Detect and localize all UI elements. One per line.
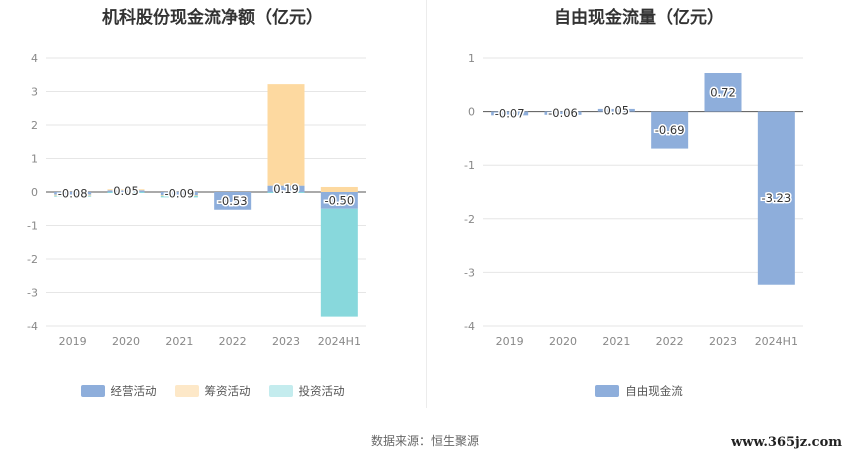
bar: [491, 111, 529, 116]
x-tick-label: 2020: [112, 335, 140, 348]
y-tick-label: 1: [468, 52, 475, 65]
y-tick-label: -2: [464, 213, 475, 226]
site-watermark: www.365jz.com: [731, 435, 842, 450]
y-tick-label: 4: [31, 52, 38, 65]
bar: [54, 192, 92, 195]
bar: [267, 185, 305, 192]
bar: [544, 111, 582, 115]
legend-label-operating: 经营活动: [110, 384, 157, 398]
x-tick-label: 2019: [59, 335, 87, 348]
right-chart-legend: 自由现金流: [428, 383, 850, 399]
legend-item-free-cash-flow[interactable]: 自由现金流: [595, 383, 683, 399]
data-label: 0.72: [710, 85, 736, 99]
x-tick-label: 2021: [165, 335, 193, 348]
data-label: -0.07: [495, 106, 525, 120]
left-chart-plot: 4 3 2 1 0 -1 -2 -3 -4 2019 2020 2021 2022 2023 2024H1 -…: [27, 52, 366, 348]
data-label: 0.19: [273, 182, 299, 196]
y-tick-label: 1: [31, 153, 38, 166]
right-chart-title: 自由现金流量（亿元）: [554, 8, 724, 28]
legend-label-free-cash-flow: 自由现金流: [625, 384, 683, 398]
legend-swatch-investing: [268, 385, 293, 397]
x-tick-label: 2023: [709, 335, 737, 348]
panel-divider: [426, 0, 427, 408]
bar: [107, 192, 145, 193]
bar: [597, 108, 635, 112]
y-tick-label: -3: [27, 287, 38, 300]
data-label: -0.50: [324, 193, 354, 207]
legend-item-financing[interactable]: 筹资活动: [174, 383, 251, 399]
data-label: -0.08: [58, 186, 88, 200]
data-label: -3.23: [761, 191, 791, 205]
data-label: -0.06: [548, 106, 578, 120]
x-tick-label: 2022: [656, 335, 684, 348]
right-chart-panel: 自由现金流量（亿元） 1 0 -1 -2 -3 -4 2019 2020 2021 2022 202…: [428, 0, 850, 410]
bar: [267, 192, 305, 193]
bar: [160, 195, 198, 197]
x-tick-label: 2022: [219, 335, 247, 348]
bar: [214, 192, 252, 210]
bar: [54, 195, 92, 197]
data-source-note: 数据来源：恒生聚源: [370, 434, 479, 448]
bar: [704, 73, 742, 112]
y-tick-label: -1: [27, 220, 38, 233]
legend-swatch-operating: [80, 385, 105, 397]
left-chart-title: 机科股份现金流净额（亿元）: [102, 8, 323, 28]
legend-swatch-free-cash-flow: [595, 385, 620, 397]
y-tick-label: -2: [27, 253, 38, 266]
legend-item-investing[interactable]: 投资活动: [268, 383, 345, 399]
data-label: -0.09: [164, 187, 194, 201]
y-tick-label: -1: [464, 159, 475, 172]
bar: [267, 84, 305, 186]
legend-swatch-financing: [174, 385, 199, 397]
legend-label-financing: 筹资活动: [204, 384, 251, 398]
bar: [160, 195, 198, 198]
y-tick-label: -4: [464, 320, 475, 333]
bar: [107, 190, 145, 192]
data-label: 0.05: [604, 103, 630, 117]
x-tick-label: 2019: [496, 335, 524, 348]
y-tick-label: 2: [31, 119, 38, 132]
y-tick-label: 0: [468, 106, 475, 119]
x-tick-label: 2024H1: [318, 335, 361, 348]
y-tick-label: -3: [464, 266, 475, 279]
legend-item-operating[interactable]: 经营活动: [80, 383, 157, 399]
right-chart-plot: 1 0 -1 -2 -3 -4 2019 2020 2021 2022 2023 2024H1 -0.0…: [464, 52, 803, 348]
bar: [651, 111, 689, 149]
bar: [160, 192, 198, 196]
bar: [107, 189, 145, 191]
bar: [320, 186, 358, 192]
bar: [757, 111, 795, 285]
x-tick-label: 2020: [549, 335, 577, 348]
legend-label-investing: 投资活动: [298, 384, 345, 398]
data-label: -0.69: [655, 123, 685, 137]
data-label: 0.05: [113, 184, 139, 198]
y-tick-label: 3: [31, 86, 38, 99]
bar: [320, 192, 358, 209]
left-chart-panel: 机科股份现金流净额（亿元） 4 3 2 1 0 -1 -2 -3 -4 2019 2020 2021 2…: [0, 0, 425, 410]
y-tick-label: 0: [31, 186, 38, 199]
bar: [320, 208, 358, 317]
x-tick-label: 2023: [272, 335, 300, 348]
data-label: -0.53: [218, 194, 248, 208]
y-tick-label: -4: [27, 320, 38, 333]
x-tick-label: 2021: [602, 335, 630, 348]
bar: [54, 194, 92, 196]
left-chart-legend: 经营活动 筹资活动 投资活动: [0, 383, 425, 399]
x-tick-label: 2024H1: [755, 335, 798, 348]
